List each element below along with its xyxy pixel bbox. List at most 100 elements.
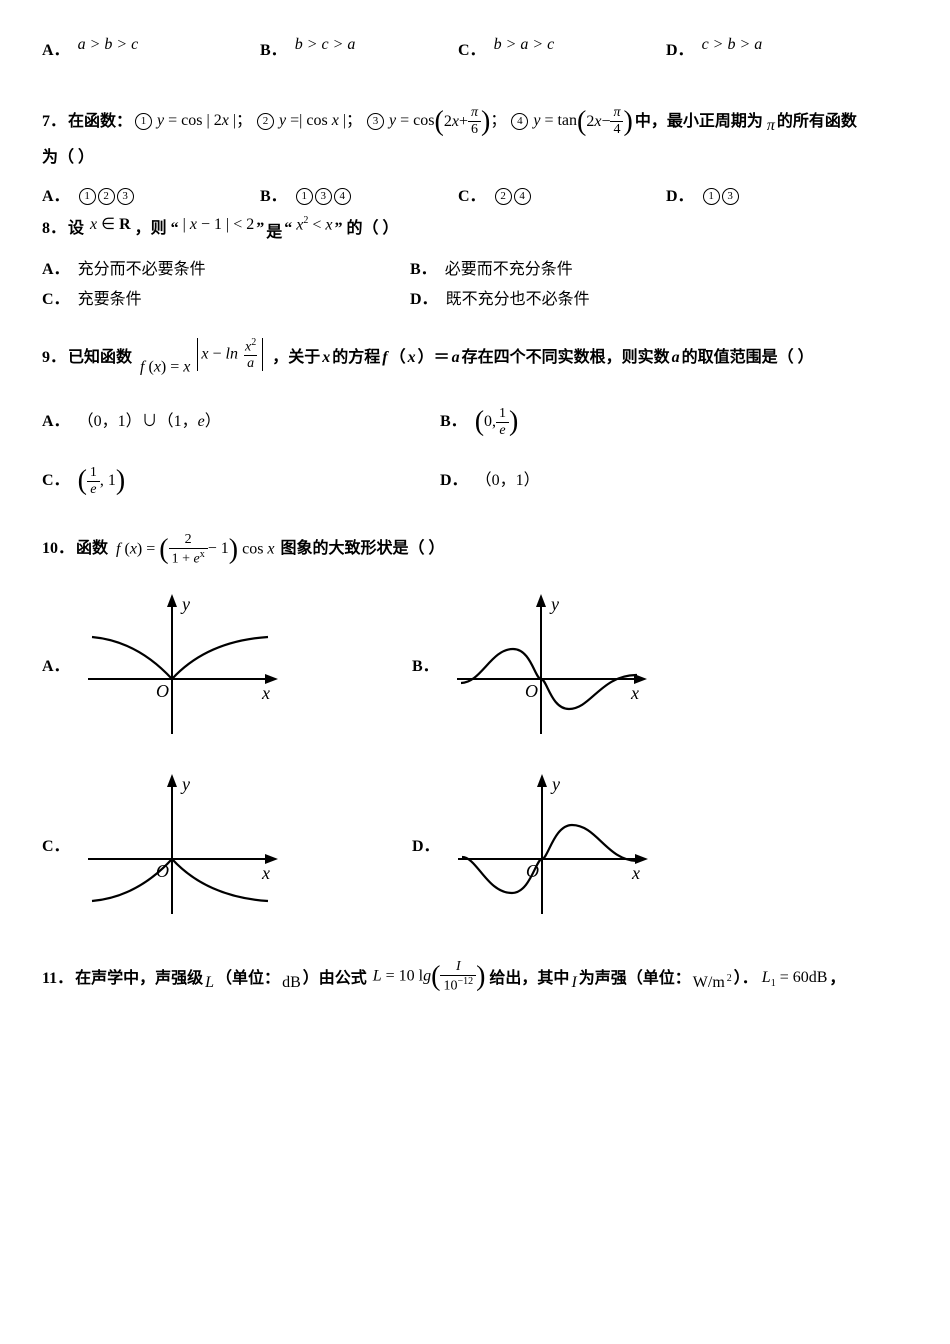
q7-option-d: D．13 <box>666 186 816 208</box>
svg-text:O: O <box>156 681 169 701</box>
q11-stem: 11． 在声学中，声强级 L （单位： dB ）由公式 L = 10 lg(I1… <box>42 962 908 996</box>
svg-text:O: O <box>525 681 538 701</box>
q10-graphs-row2: C． yxO D． yxO <box>42 772 908 922</box>
opt-expr: (0, 1e) <box>475 407 519 438</box>
opt-label: B． <box>412 656 439 678</box>
q8-t3: ” <box>256 218 264 240</box>
q6-option-d: D． c > b > a <box>666 40 762 62</box>
q9-t5: 的取值范围是（ ） <box>682 347 814 369</box>
q10-num: 10． <box>42 538 74 560</box>
q8-t1: 设 <box>68 218 84 240</box>
q7-tail3: 为（ ） <box>42 147 908 169</box>
opt-label: A． <box>42 186 70 208</box>
q10-graphs-row1: A． yxO B． yxO <box>42 592 908 742</box>
opt-text: 充要条件 <box>78 289 142 311</box>
q9-t3b: f <box>382 347 387 369</box>
q7-option-c: C．24 <box>458 186 638 208</box>
q9-option-b: B． (0, 1e) <box>440 407 518 438</box>
opt-label: B． <box>440 411 467 433</box>
q8-option-a: A． 充分而不必要条件 <box>42 259 382 281</box>
q11-unit1: （单位： <box>216 968 280 990</box>
opt-label: C． <box>458 186 486 208</box>
q9-t3f: a <box>452 347 460 369</box>
opt-label: D． <box>410 289 438 311</box>
opt-label: B． <box>260 40 287 62</box>
opt-expr: a > b > c <box>78 34 139 56</box>
q6-option-a: A． a > b > c <box>42 40 232 62</box>
opt-label: C． <box>42 470 70 492</box>
q9-t2: ，关于 <box>272 347 320 369</box>
q7-option-a: A．123 <box>42 186 232 208</box>
svg-text:x: x <box>261 863 270 883</box>
graph-b-svg: y x O <box>449 592 649 742</box>
svg-text:y: y <box>550 774 560 794</box>
q9-t1: 已知函数 <box>68 347 132 369</box>
q11-wm2: W/m <box>693 972 725 994</box>
opt-text: 充分而不必要条件 <box>78 259 206 281</box>
q8-t2: ，则 “ <box>135 218 179 240</box>
q6-option-b: B． b > c > a <box>260 40 430 62</box>
svg-text:y: y <box>180 594 190 614</box>
opt-label: D． <box>440 470 468 492</box>
q7-num: 7． <box>42 111 66 133</box>
svg-text:x: x <box>630 683 639 703</box>
q11-L: L <box>205 972 214 994</box>
opt-label: D． <box>412 836 440 858</box>
q11-num: 11． <box>42 968 73 990</box>
q10-t2: 图象的大致形状是（ ） <box>281 538 445 560</box>
q8-t4: ” 的（ ） <box>334 218 398 240</box>
q7-tail: 中，最小正周期为 <box>635 111 763 133</box>
q7-tail2: 的所有函数 <box>777 111 857 133</box>
q11-sq: 2 <box>727 972 732 986</box>
graph-a-svg: yxO <box>80 592 280 742</box>
q9-option-d: D． （0，1） <box>440 466 540 497</box>
q11-t4: ）． <box>734 968 758 990</box>
q10-t1: 函数 <box>76 538 108 560</box>
q8-options-row2: C． 充要条件 D． 既不充分也不必条件 <box>42 289 908 311</box>
opt-label: C． <box>458 40 486 62</box>
q10-graph-d: D． yxO <box>412 772 650 922</box>
q9-t4: 存在四个不同实数根，则实数 <box>462 347 670 369</box>
opt-label: A． <box>42 40 70 62</box>
q8-t3c: “ <box>284 218 292 240</box>
q9-option-c: C． (1e, 1) <box>42 466 412 497</box>
opt-label: A． <box>42 259 70 281</box>
q8-expr3: x2 < x <box>296 214 332 237</box>
q9-t2b: x <box>322 347 330 369</box>
svg-text:y: y <box>549 594 559 614</box>
opt-label: A． <box>42 411 70 433</box>
opt-label: A． <box>42 656 70 678</box>
q8-expr1: x ∈ R <box>90 214 131 236</box>
q8-option-c: C． 充要条件 <box>42 289 382 311</box>
svg-text:x: x <box>631 863 640 883</box>
q9-t3e: ）＝ <box>418 347 450 369</box>
opt-label: D． <box>666 186 694 208</box>
graph-d-svg: yxO <box>450 772 650 922</box>
q9-num: 9． <box>42 347 66 369</box>
opt-label: C． <box>42 836 70 858</box>
q11-t2: 给出，其中 <box>489 968 569 990</box>
q10-stem: 10． 函数 f (x) = (21 + ex − 1) cos x 图象的大致… <box>42 533 908 567</box>
q7-items: 1 y = cos | 2x |； 2 y =| cos x |； 3 y = … <box>134 106 633 137</box>
q11-I: I <box>571 972 576 994</box>
q6-option-c: C． b > a > c <box>458 40 638 62</box>
q10-graph-c: C． yxO <box>42 772 412 922</box>
q11-unit1b: ）由公式 <box>303 968 367 990</box>
opt-label: C． <box>42 289 70 311</box>
graph-c-svg: yxO <box>80 772 280 922</box>
q7-lead: 在函数： <box>68 111 132 133</box>
opt-expr: （0，1）∪（1，e） <box>78 411 221 433</box>
opt-expr: （0，1） <box>476 470 540 492</box>
q8-option-d: D． 既不充分也不必条件 <box>410 289 590 311</box>
q7-pi: π <box>767 115 775 137</box>
q8-expr2: | x − 1 | < 2 <box>183 214 255 236</box>
q7: 7． 在函数： 1 y = cos | 2x |； 2 y =| cos x |… <box>42 106 908 137</box>
opt-label: D． <box>666 40 694 62</box>
q9-fx: f (x) = x x − ln x2a <box>140 338 266 379</box>
opt-expr: b > c > a <box>295 34 356 56</box>
q10-fx: f (x) = (21 + ex − 1) cos x <box>116 533 275 567</box>
q8-num: 8． <box>42 218 66 240</box>
q11-dB: dB <box>282 972 301 994</box>
q9-options-row2: C． (1e, 1) D． （0，1） <box>42 466 908 497</box>
q8-t3b: 是 <box>266 222 282 244</box>
